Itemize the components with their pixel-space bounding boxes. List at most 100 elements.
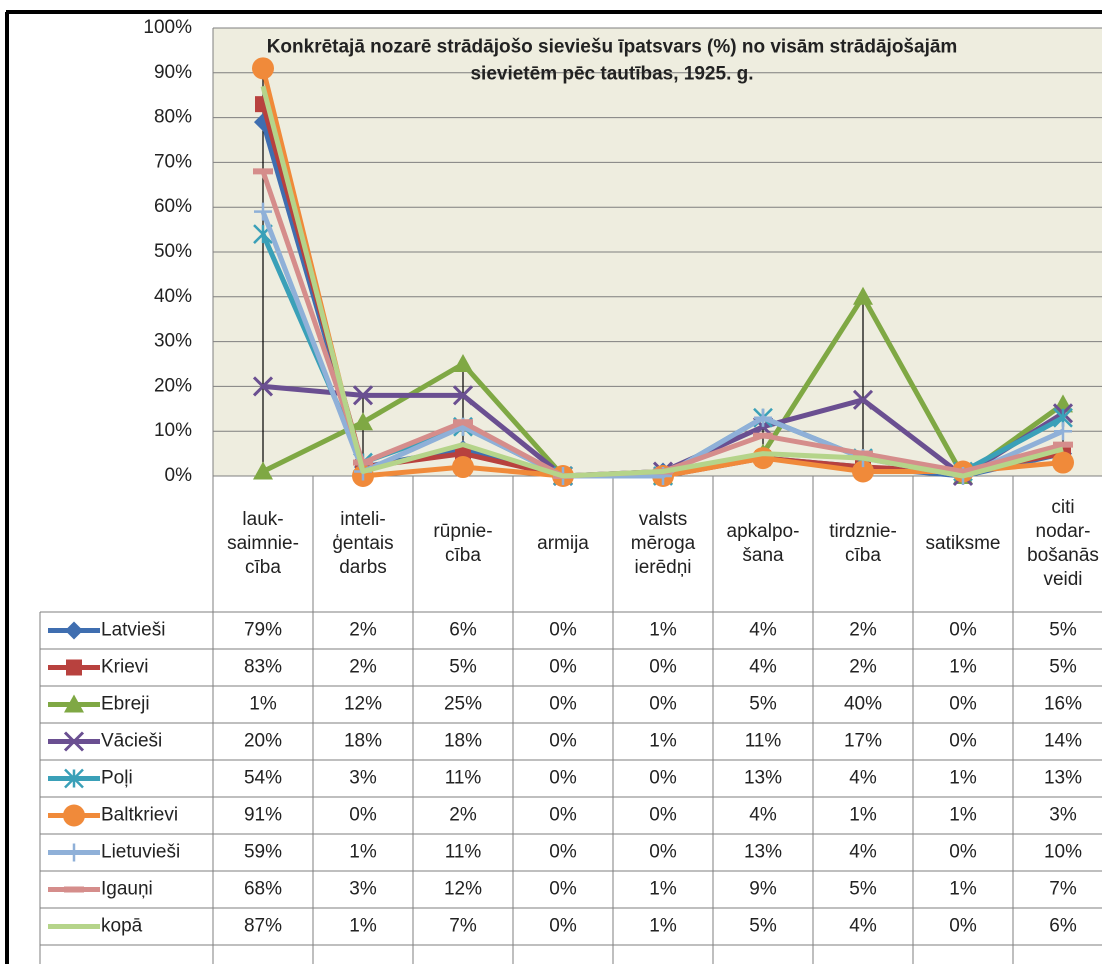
table-value: 1% [649, 731, 677, 752]
y-tick-label: 90% [154, 62, 192, 83]
table-value: 0% [549, 768, 577, 789]
table-value: 5% [1049, 657, 1077, 678]
legend-label: Igauņi [101, 879, 153, 900]
legend-label: Poļi [101, 768, 133, 789]
table-value: 1% [649, 916, 677, 937]
table-value: 0% [549, 731, 577, 752]
table-value: 7% [449, 916, 477, 937]
table-value: 4% [849, 842, 877, 863]
legend-marker [64, 886, 84, 893]
legend-marker [65, 843, 83, 862]
table-value: 0% [949, 916, 977, 937]
y-tick-label: 80% [154, 107, 192, 128]
table-value: 13% [1044, 768, 1082, 789]
chart-title: Konkrētajā nozarē strādājošo sieviešu īp… [267, 37, 958, 85]
y-tick-label: 30% [154, 331, 192, 352]
table-value: 83% [244, 657, 282, 678]
table-value: 0% [549, 879, 577, 900]
marker [1052, 451, 1074, 474]
data-table: lauk-saimnie-cība inteli-ģentais darbs rūpn… [39, 476, 1102, 964]
marker [852, 389, 874, 410]
legend-label: Lietuvieši [101, 842, 180, 863]
table-value: 79% [244, 620, 282, 641]
table-value: 6% [1049, 916, 1077, 937]
marker [754, 408, 772, 427]
table-value: 0% [949, 694, 977, 715]
marker [853, 450, 873, 457]
legend-label: Ebreji [101, 694, 150, 715]
table-value: 3% [1049, 805, 1077, 826]
marker [452, 456, 474, 479]
x-tick-label: rūpnie-cība [433, 521, 492, 566]
table-value: 20% [244, 731, 282, 752]
table-value: 1% [349, 842, 377, 863]
table-value: 1% [949, 879, 977, 900]
table-value: 0% [549, 694, 577, 715]
legend-marker [66, 659, 82, 676]
table-value: 13% [744, 768, 782, 789]
y-tick-label: 50% [154, 241, 192, 262]
table-value: 0% [549, 916, 577, 937]
marker [452, 385, 474, 406]
marker [253, 461, 273, 480]
legend-label: kopā [101, 916, 143, 937]
marker [753, 432, 773, 439]
y-tick-label: 60% [154, 196, 192, 217]
y-tick-label: 0% [165, 465, 193, 486]
table-value: 11% [445, 842, 482, 863]
table-value: 0% [549, 805, 577, 826]
table-value: 0% [649, 842, 677, 863]
table-value: 18% [444, 731, 482, 752]
table-value: 0% [549, 842, 577, 863]
table-value: 2% [349, 620, 377, 641]
table-value: 1% [649, 620, 677, 641]
y-tick-label: 100% [143, 17, 192, 38]
x-tick-label: apkalpo-šana [727, 521, 800, 566]
table-value: 7% [1049, 879, 1077, 900]
table-value: 0% [349, 805, 377, 826]
legend-label: Baltkrievi [101, 805, 178, 826]
table-value: 5% [749, 916, 777, 937]
x-tick-label: inteli-ģentais darbs [332, 509, 393, 578]
table-value: 14% [1044, 731, 1082, 752]
table-value: 0% [549, 657, 577, 678]
table-value: 0% [549, 620, 577, 641]
table-value: 87% [244, 916, 282, 937]
table-value: 4% [749, 805, 777, 826]
marker [752, 447, 774, 470]
marker [352, 385, 374, 406]
table-value: 4% [849, 916, 877, 937]
marker [1054, 422, 1072, 441]
table-value: 1% [649, 879, 677, 900]
x-tick-label: lauk-saimnie-cība [227, 509, 299, 578]
table-value: 16% [1044, 694, 1082, 715]
table-value: 3% [349, 768, 377, 789]
table-value: 9% [749, 879, 777, 900]
table-value: 2% [849, 657, 877, 678]
y-tick-label: 10% [154, 420, 192, 441]
marker [953, 468, 973, 475]
table-value: 1% [949, 768, 977, 789]
marker [852, 460, 874, 483]
marker [254, 202, 272, 221]
table-value: 5% [1049, 620, 1077, 641]
marker [252, 57, 274, 80]
table-value: 3% [349, 879, 377, 900]
legend-label: Vācieši [101, 731, 162, 752]
table-value: 1% [849, 805, 877, 826]
marker [252, 376, 274, 397]
series-lines [252, 57, 1074, 487]
table-value: 2% [849, 620, 877, 641]
table-value: 5% [449, 657, 477, 678]
table-value: 18% [344, 731, 382, 752]
table-value: 4% [749, 657, 777, 678]
legend-marker [63, 731, 85, 752]
table-value: 0% [649, 768, 677, 789]
x-tick-label: tirdznie-cība [829, 521, 897, 566]
legend-marker [64, 768, 84, 789]
table-value: 11% [445, 768, 482, 789]
table-value: 4% [849, 768, 877, 789]
table-value: 13% [744, 842, 782, 863]
table-value: 10% [1044, 842, 1082, 863]
